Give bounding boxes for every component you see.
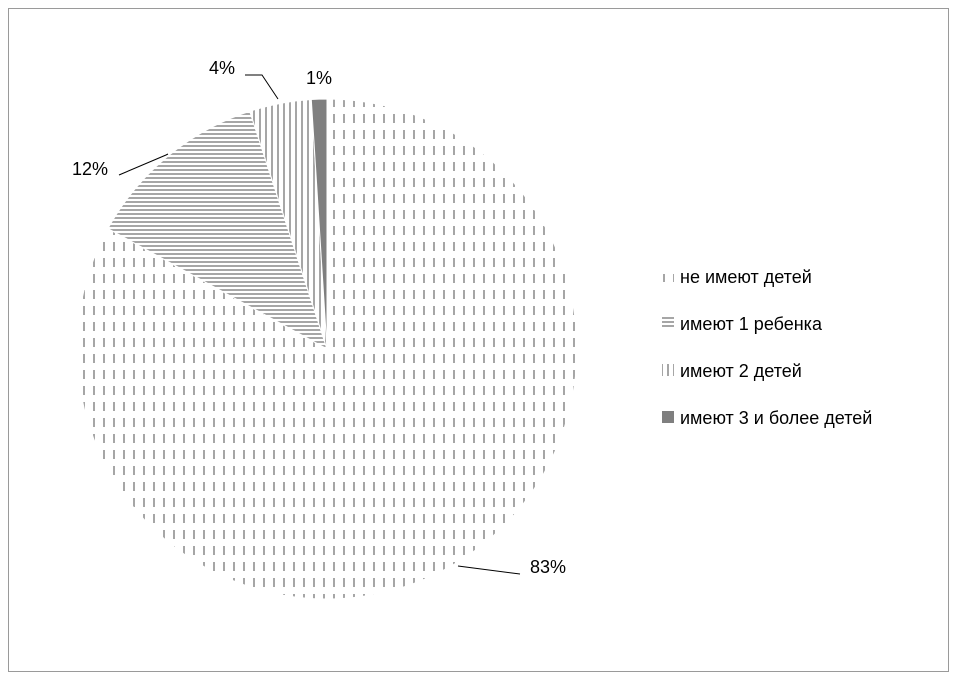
legend-label-не-имеют-детей: не имеют детей bbox=[680, 267, 812, 287]
pie-slices bbox=[76, 98, 578, 600]
data-label-имеют-2-детей: 4% bbox=[209, 58, 235, 78]
data-label-имеют-1-ребенка: 12% bbox=[72, 159, 108, 179]
leader-lines bbox=[118, 74, 521, 575]
legend-swatch-имеют-1-ребенка bbox=[662, 317, 674, 329]
leader-line-не-имеют-детей bbox=[457, 565, 521, 575]
legend-swatch-имеют-2-детей bbox=[662, 364, 674, 376]
pie-slice-имеют-3-и-более-детей bbox=[310, 98, 328, 350]
data-label-имеют-3-и-более-детей: 1% bbox=[306, 68, 332, 88]
data-label-не-имеют-детей: 83% bbox=[530, 557, 566, 577]
pie-slice-имеют-1-ребенка bbox=[107, 110, 328, 351]
leader-line-имеют-2-детей bbox=[245, 74, 279, 100]
legend-swatch-не-имеют-детей bbox=[662, 270, 674, 282]
legend: не имеют детей имеют 1 ребенка имеют 2 дет… bbox=[662, 267, 872, 428]
legend-label-имеют-2-детей: имеют 2 детей bbox=[680, 361, 802, 381]
data-labels: 83% 12% 4% 1% bbox=[72, 58, 566, 577]
legend-label-имеют-1-ребенка: имеют 1 ребенка bbox=[680, 314, 823, 334]
legend-swatch-имеют-3-и-более-детей bbox=[662, 411, 674, 423]
leader-line-имеют-1-ребенка bbox=[118, 153, 169, 176]
legend-label-имеют-3-и-более-детей: имеют 3 и более детей bbox=[680, 408, 872, 428]
